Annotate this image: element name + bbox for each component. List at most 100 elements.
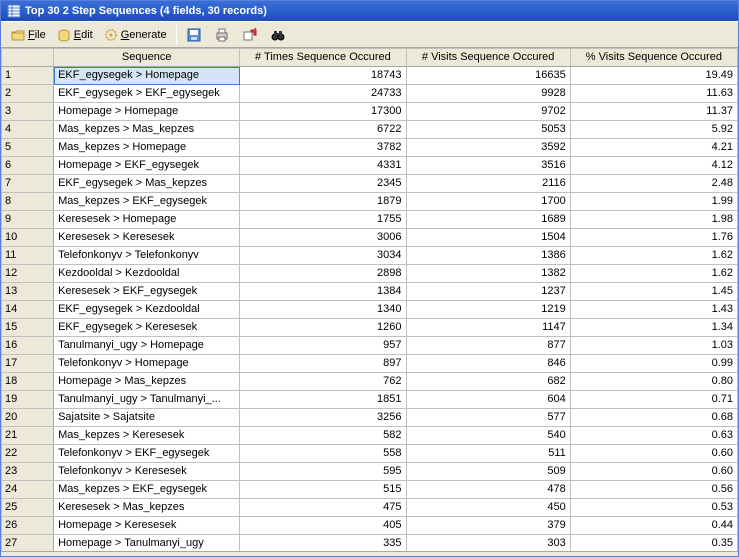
table-row[interactable]: 10Keresesek > Keresesek300615041.76 bbox=[2, 229, 738, 247]
table-row[interactable]: 25Keresesek > Mas_kepzes4754500.53 bbox=[2, 499, 738, 517]
cell-visits[interactable]: 877 bbox=[406, 337, 570, 355]
cell-sequence[interactable]: Homepage > EKF_egysegek bbox=[54, 157, 240, 175]
row-header[interactable]: 2 bbox=[2, 85, 54, 103]
row-header[interactable]: 13 bbox=[2, 283, 54, 301]
cell-pct[interactable]: 1.98 bbox=[570, 211, 737, 229]
cell-visits[interactable]: 9702 bbox=[406, 103, 570, 121]
cell-sequence[interactable]: EKF_egysegek > Keresesek bbox=[54, 319, 240, 337]
cell-sequence[interactable]: Keresesek > Keresesek bbox=[54, 229, 240, 247]
row-header[interactable]: 19 bbox=[2, 391, 54, 409]
cell-times[interactable]: 3034 bbox=[240, 247, 406, 265]
cell-visits[interactable]: 379 bbox=[406, 517, 570, 535]
cell-times[interactable]: 2898 bbox=[240, 265, 406, 283]
table-row[interactable]: 17Telefonkonyv > Homepage8978460.99 bbox=[2, 355, 738, 373]
cell-pct[interactable]: 1.45 bbox=[570, 283, 737, 301]
cell-pct[interactable]: 0.71 bbox=[570, 391, 737, 409]
cell-times[interactable]: 4331 bbox=[240, 157, 406, 175]
row-header[interactable]: 4 bbox=[2, 121, 54, 139]
table-row[interactable]: 13Keresesek > EKF_egysegek138412371.45 bbox=[2, 283, 738, 301]
row-header[interactable]: 12 bbox=[2, 265, 54, 283]
cell-pct[interactable]: 11.63 bbox=[570, 85, 737, 103]
cell-sequence[interactable]: Mas_kepzes > Mas_kepzes bbox=[54, 121, 240, 139]
cell-visits[interactable]: 1700 bbox=[406, 193, 570, 211]
row-header[interactable]: 21 bbox=[2, 427, 54, 445]
cell-sequence[interactable]: Homepage > Tanulmanyi_ugy bbox=[54, 535, 240, 552]
cell-pct[interactable]: 1.99 bbox=[570, 193, 737, 211]
edit-menu-button[interactable]: Edit bbox=[51, 24, 98, 46]
row-header[interactable]: 18 bbox=[2, 373, 54, 391]
row-header[interactable]: 3 bbox=[2, 103, 54, 121]
cell-visits[interactable]: 1237 bbox=[406, 283, 570, 301]
row-header[interactable]: 11 bbox=[2, 247, 54, 265]
cell-pct[interactable]: 1.43 bbox=[570, 301, 737, 319]
generate-menu-button[interactable]: Generate bbox=[98, 24, 172, 46]
table-row[interactable]: 6Homepage > EKF_egysegek433135164.12 bbox=[2, 157, 738, 175]
row-header[interactable]: 8 bbox=[2, 193, 54, 211]
cell-times[interactable]: 3006 bbox=[240, 229, 406, 247]
cell-pct[interactable]: 0.99 bbox=[570, 355, 737, 373]
cell-times[interactable]: 24733 bbox=[240, 85, 406, 103]
table-row[interactable]: 26Homepage > Keresesek4053790.44 bbox=[2, 517, 738, 535]
row-header[interactable]: 27 bbox=[2, 535, 54, 552]
cell-times[interactable]: 1755 bbox=[240, 211, 406, 229]
row-header[interactable]: 16 bbox=[2, 337, 54, 355]
cell-visits[interactable]: 682 bbox=[406, 373, 570, 391]
cell-times[interactable]: 897 bbox=[240, 355, 406, 373]
row-header[interactable]: 25 bbox=[2, 499, 54, 517]
cell-times[interactable]: 558 bbox=[240, 445, 406, 463]
cell-pct[interactable]: 5.92 bbox=[570, 121, 737, 139]
cell-sequence[interactable]: EKF_egysegek > Mas_kepzes bbox=[54, 175, 240, 193]
cell-visits[interactable]: 16635 bbox=[406, 67, 570, 85]
cell-visits[interactable]: 1147 bbox=[406, 319, 570, 337]
row-header[interactable]: 10 bbox=[2, 229, 54, 247]
cell-visits[interactable]: 450 bbox=[406, 499, 570, 517]
cell-times[interactable]: 18743 bbox=[240, 67, 406, 85]
row-header[interactable]: 6 bbox=[2, 157, 54, 175]
row-header[interactable]: 22 bbox=[2, 445, 54, 463]
corner-cell[interactable] bbox=[2, 49, 54, 67]
cell-pct[interactable]: 0.53 bbox=[570, 499, 737, 517]
row-header[interactable]: 1 bbox=[2, 67, 54, 85]
cell-sequence[interactable]: EKF_egysegek > Homepage bbox=[54, 67, 240, 85]
cell-times[interactable]: 475 bbox=[240, 499, 406, 517]
cell-visits[interactable]: 1219 bbox=[406, 301, 570, 319]
cell-pct[interactable]: 0.60 bbox=[570, 445, 737, 463]
col-header-visits[interactable]: # Visits Sequence Occured bbox=[406, 49, 570, 67]
cell-pct[interactable]: 19.49 bbox=[570, 67, 737, 85]
table-row[interactable]: 23Telefonkonyv > Keresesek5955090.60 bbox=[2, 463, 738, 481]
cell-times[interactable]: 2345 bbox=[240, 175, 406, 193]
cell-sequence[interactable]: Keresesek > Homepage bbox=[54, 211, 240, 229]
cell-visits[interactable]: 9928 bbox=[406, 85, 570, 103]
cell-visits[interactable]: 511 bbox=[406, 445, 570, 463]
cell-sequence[interactable]: Mas_kepzes > Homepage bbox=[54, 139, 240, 157]
cell-times[interactable]: 17300 bbox=[240, 103, 406, 121]
find-button[interactable] bbox=[265, 24, 293, 46]
cell-pct[interactable]: 0.60 bbox=[570, 463, 737, 481]
table-row[interactable]: 20Sajatsite > Sajatsite32565770.68 bbox=[2, 409, 738, 427]
save-button[interactable] bbox=[181, 24, 209, 46]
cell-times[interactable]: 515 bbox=[240, 481, 406, 499]
data-grid[interactable]: Sequence # Times Sequence Occured # Visi… bbox=[1, 48, 738, 551]
cell-sequence[interactable]: Telefonkonyv > Homepage bbox=[54, 355, 240, 373]
row-header[interactable]: 9 bbox=[2, 211, 54, 229]
row-header[interactable]: 23 bbox=[2, 463, 54, 481]
print-button[interactable] bbox=[209, 24, 237, 46]
cell-times[interactable]: 762 bbox=[240, 373, 406, 391]
row-header[interactable]: 5 bbox=[2, 139, 54, 157]
row-header[interactable]: 15 bbox=[2, 319, 54, 337]
cell-visits[interactable]: 846 bbox=[406, 355, 570, 373]
cell-sequence[interactable]: Kezdooldal > Kezdooldal bbox=[54, 265, 240, 283]
table-row[interactable]: 22Telefonkonyv > EKF_egysegek5585110.60 bbox=[2, 445, 738, 463]
cell-pct[interactable]: 4.12 bbox=[570, 157, 737, 175]
table-row[interactable]: 27Homepage > Tanulmanyi_ugy3353030.35 bbox=[2, 535, 738, 552]
cell-visits[interactable]: 509 bbox=[406, 463, 570, 481]
cell-times[interactable]: 595 bbox=[240, 463, 406, 481]
cell-sequence[interactable]: Telefonkonyv > Telefonkonyv bbox=[54, 247, 240, 265]
export-button[interactable] bbox=[237, 24, 265, 46]
cell-sequence[interactable]: Mas_kepzes > EKF_egysegek bbox=[54, 193, 240, 211]
cell-visits[interactable]: 5053 bbox=[406, 121, 570, 139]
table-row[interactable]: 1EKF_egysegek > Homepage187431663519.49 bbox=[2, 67, 738, 85]
cell-visits[interactable]: 604 bbox=[406, 391, 570, 409]
cell-visits[interactable]: 1386 bbox=[406, 247, 570, 265]
table-row[interactable]: 21Mas_kepzes > Keresesek5825400.63 bbox=[2, 427, 738, 445]
